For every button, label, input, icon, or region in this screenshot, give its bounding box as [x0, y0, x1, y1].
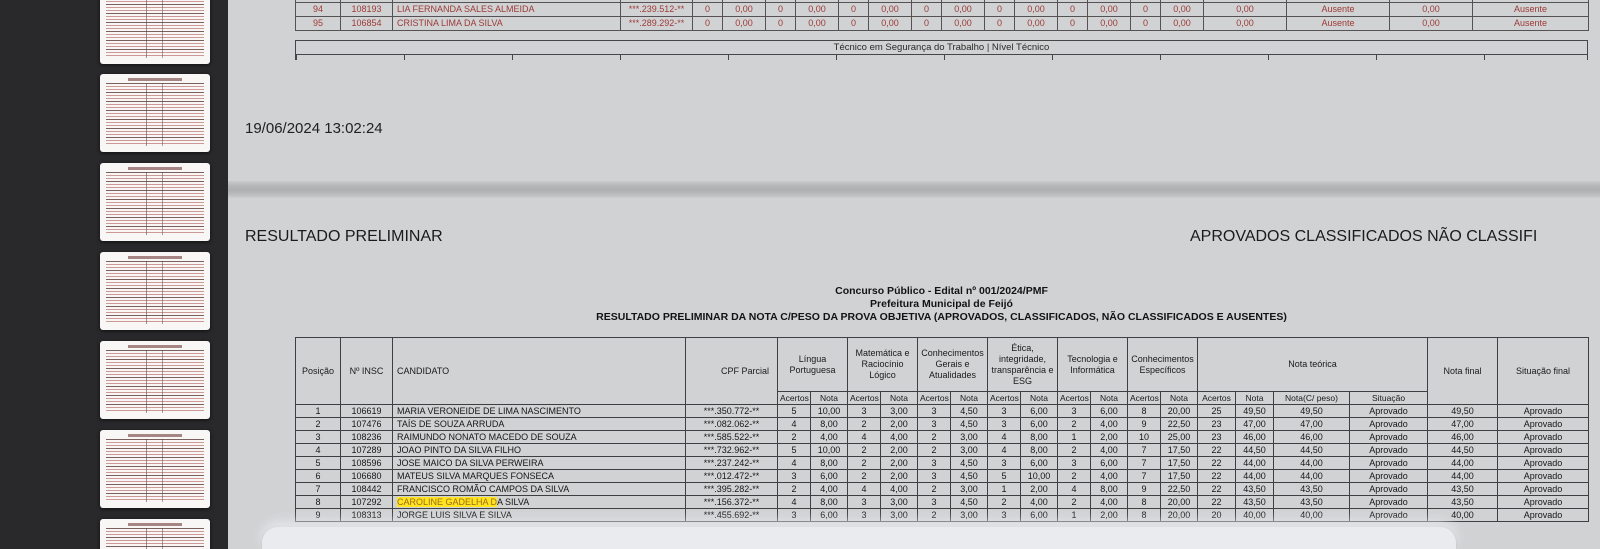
col-insc: Nº INSC [340, 337, 393, 405]
sub-col-nota: Nota [1020, 391, 1059, 405]
title-line-prefeitura: Prefeitura Municipal de Feijó [870, 298, 1013, 310]
candidate-row: 2 107476 TAÍS DE SOUZA ARRUDA ***.082.062-*… [295, 417, 1590, 431]
candidate-row: 8 107292 CAROLINE GADELHA DA SILVA ***.156.… [295, 495, 1590, 509]
col-group-lingua-portuguesa: Língua Portuguesa [777, 337, 848, 392]
sub-col-acertos: Acertos [987, 391, 1022, 405]
sub-col-nota: Nota [950, 391, 989, 405]
page-thumbnail[interactable] [100, 74, 210, 152]
sub-col-nt-nota-peso: Nota(C/ peso) [1273, 391, 1351, 405]
results-table: Posição Nº INSC CANDIDATO CPF Parcial Lí… [295, 337, 1590, 522]
col-cpf-parcial: CPF Parcial [685, 337, 778, 405]
thumbnail-preview [106, 0, 204, 58]
thumbnail-preview [106, 345, 204, 413]
results-table-header: Posição Nº INSC CANDIDATO CPF Parcial Lí… [295, 337, 1590, 405]
sub-col-acertos: Acertos [917, 391, 952, 405]
page-thumbnail[interactable] [100, 0, 210, 64]
page-divider [228, 181, 1600, 198]
generation-timestamp: 19/06/2024 13:02:24 [245, 120, 383, 137]
title-line-edital: Concurso Público - Edital nº 001/2024/PM… [835, 285, 1048, 297]
heading-aprovados-classificados: APROVADOS CLASSIFICADOS NÃO CLASSIFI [1190, 228, 1538, 245]
pdf-page-current: RESULTADO PRELIMINAR APROVADOS CLASSIFIC… [228, 198, 1600, 549]
sub-col-acertos: Acertos [1127, 391, 1162, 405]
sub-col-nota: Nota [810, 391, 848, 405]
pdf-page-previous: 94 108193 LIA FERNANDA SALES ALMEIDA ***.23… [228, 0, 1600, 181]
candidate-row: 4 107289 JOAO PINTO DA SILVA FILHO ***.732.… [295, 443, 1590, 457]
page-thumbnail[interactable] [100, 163, 210, 241]
section-title-bar: Técnico em Segurança do Trabalho | Nível… [295, 40, 1588, 55]
document-area[interactable]: 94 108193 LIA FERNANDA SALES ALMEIDA ***.23… [228, 0, 1600, 549]
sub-col-acertos: Acertos [777, 391, 811, 405]
heading-resultado-preliminar: RESULTADO PRELIMINAR [245, 228, 443, 245]
document-title-block: Concurso Público - Edital nº 001/2024/PM… [295, 285, 1588, 324]
candidate-row: 5 108596 JOSE MAICO DA SILVA PERWEIRA ***.2… [295, 456, 1590, 470]
thumbnail-preview [106, 256, 204, 324]
col-posicao: Posição [295, 337, 341, 405]
col-group-conhecimentos-especificos: Conhecimentos Específicos [1127, 337, 1199, 392]
col-group-etica-esg: Ética, integridade, transparência e ESG [987, 337, 1059, 392]
candidate-row: 3 108236 RAIMUNDO NONATO MACEDO DE SOUZA **… [295, 430, 1590, 444]
title-line-resultado: RESULTADO PRELIMINAR DA NOTA C/PESO DA P… [596, 311, 1287, 323]
thumbnail-preview [106, 434, 204, 502]
candidate-row: 9 108313 JORGE LUIS SILVA E SILVA ***.455.6… [295, 508, 1590, 522]
section-header-box: Técnico em Segurança do Trabalho | Nível… [295, 40, 1588, 60]
candidate-row: 1 106619 MARIA VERONEIDE DE LIMA NASCIMENT… [295, 404, 1590, 418]
candidate-row: 6 106680 MATEUS SILVA MARQUES FONSECA ***.0… [295, 469, 1590, 483]
thumbnail-preview [106, 167, 204, 235]
results-table-previous-section: 94 108193 LIA FERNANDA SALES ALMEIDA ***.23… [295, 0, 1589, 31]
col-group-tecnologia: Tecnologia e Informática [1057, 337, 1129, 392]
col-nota-final: Nota final [1427, 337, 1499, 405]
bottom-toolbar[interactable] [262, 527, 1456, 549]
sub-col-nota: Nota [1090, 391, 1129, 405]
candidate-row: 7 108442 FRANCISCO ROMÃO CAMPOS DA SILVA **… [295, 482, 1590, 496]
sub-col-acertos: Acertos [847, 391, 881, 405]
page-thumbnail[interactable] [100, 519, 210, 549]
col-candidato: CANDIDATO [392, 337, 686, 405]
sub-col-nt-acertos: Acertos [1197, 391, 1237, 405]
next-table-stub [295, 55, 1588, 60]
page-thumbnail[interactable] [100, 430, 210, 508]
candidate-row: 95 106854 CRISTINA LIMA DA SILVA ***.289.29… [295, 16, 1589, 31]
thumbnail-sidebar[interactable] [0, 0, 228, 549]
page-thumbnail[interactable] [100, 252, 210, 330]
thumbnail-preview [106, 523, 204, 549]
sub-col-nt-situacao: Situação [1349, 391, 1429, 405]
sub-col-nota: Nota [1160, 391, 1199, 405]
col-group-conhecimentos-gerais: Conhecimentos Gerais e Atualidades [917, 337, 989, 392]
sub-col-nota: Nota [879, 391, 919, 405]
thumbnail-preview [106, 78, 204, 146]
page-thumbnail[interactable] [100, 341, 210, 419]
col-situacao-final: Situação final [1497, 337, 1590, 405]
col-group-matematica: Matemática e Raciocínio Lógico [846, 337, 919, 392]
col-group-nota-teorica: Nota teórica [1197, 337, 1429, 392]
sub-col-acertos: Acertos [1057, 391, 1092, 405]
candidate-row: 94 108193 LIA FERNANDA SALES ALMEIDA ***.23… [295, 2, 1589, 17]
sub-col-nt-nota: Nota [1235, 391, 1275, 405]
search-highlight: CAROLINE GADELHA D [397, 497, 498, 507]
